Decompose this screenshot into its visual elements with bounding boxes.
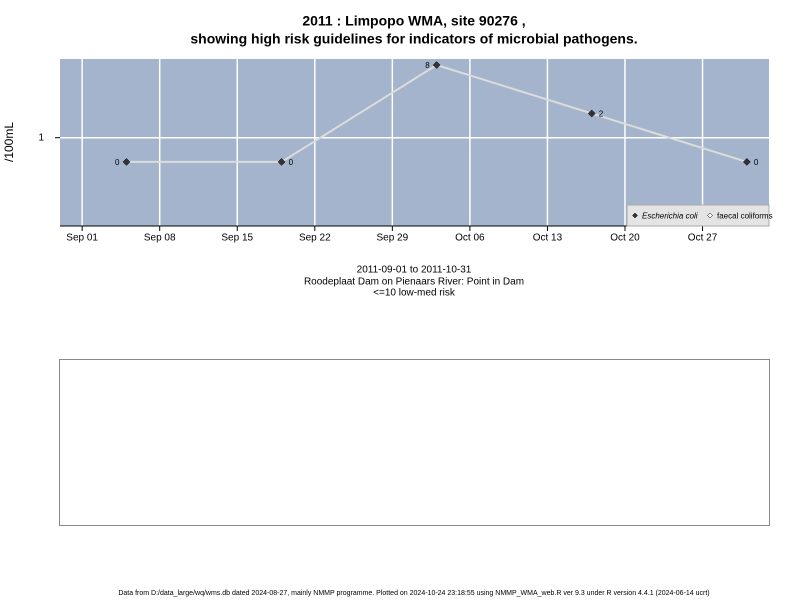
x-tick-label: Oct 06 [455,233,485,244]
legend-symbol [632,212,638,219]
x-tick-label: Sep 01 [66,233,98,244]
subtitle: <=10 low-med risk [373,288,456,299]
x-tick-label: Sep 29 [376,233,408,244]
data-point [742,158,751,166]
x-tick-label: Sep 15 [221,233,253,244]
data-point [277,158,286,166]
data-label: 2 [599,110,604,119]
legend-box [626,204,770,227]
data-point [122,158,131,166]
data-label: 8 [425,61,430,70]
legend-symbol [707,212,713,219]
x-tick-label: Oct 13 [533,233,563,244]
x-tick-label: Oct 20 [610,233,640,244]
y-axis-label: /100mL [2,122,16,162]
x-tick-label: Sep 08 [144,233,176,244]
data-label: 0 [754,158,759,167]
data-label: 0 [289,158,294,167]
subtitle: 2011-09-01 to 2011-10-31 [357,265,472,276]
legend-label: Escherichia coli [642,212,698,221]
data-point [432,61,441,69]
data-label: 0 [115,158,120,167]
x-tick-label: Oct 27 [688,233,718,244]
footer: Data from D:/data_large/wq/wms.db dated … [118,590,709,597]
data-point [587,109,596,118]
legend-label: faecal coliforms [717,212,773,221]
empty-panel [59,359,770,526]
plot-area [60,59,769,226]
subtitle: Roodeplaat Dam on Pienaars River: Point … [304,277,524,288]
y-tick-label: 1 [38,132,44,143]
x-tick-label: Sep 22 [299,233,331,244]
chart-title: showing high risk guidelines for indicat… [190,31,637,47]
chart-title: 2011 : Limpopo WMA, site 90276 , [302,13,525,29]
